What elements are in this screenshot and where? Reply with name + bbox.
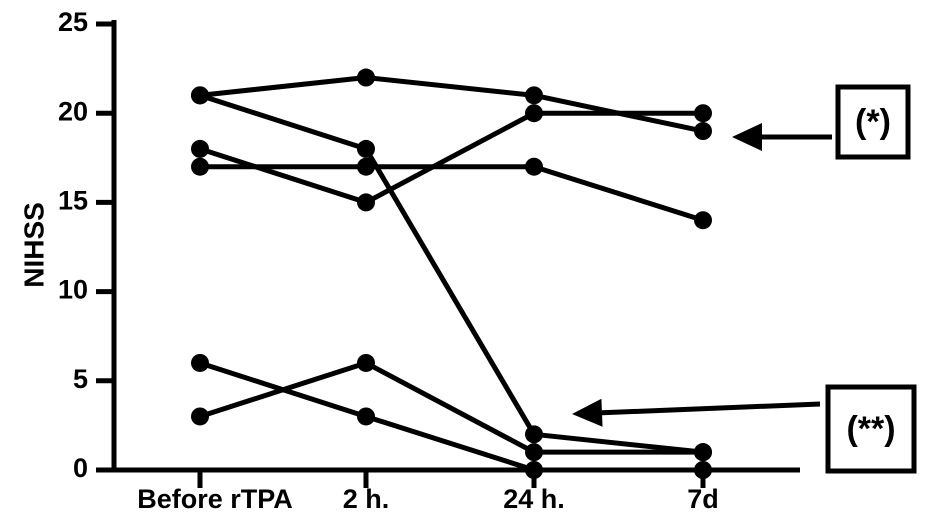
series-line	[199, 92, 704, 455]
series-line	[199, 75, 704, 134]
y-ticks: 0 5 10 15 20 25	[58, 7, 114, 483]
x-tick-label: 7d	[687, 484, 719, 514]
data-point	[191, 86, 209, 105]
data-point	[525, 104, 543, 123]
data-point	[191, 353, 209, 372]
data-point	[694, 461, 712, 479]
y-tick-label: 0	[73, 453, 88, 483]
data-point	[191, 157, 209, 176]
data-point	[357, 157, 375, 176]
y-tick-label: 10	[58, 275, 88, 305]
data-point	[525, 86, 543, 105]
annotation-label: (*)	[855, 103, 891, 141]
data-point	[525, 425, 543, 444]
series-line	[199, 360, 703, 455]
series-points	[191, 68, 712, 479]
series-line	[200, 164, 704, 223]
annotation-arrowhead	[732, 123, 762, 151]
x-tick-label: Before rTPA	[137, 484, 293, 514]
annotation-box	[835, 84, 911, 160]
annotation-label: (**)	[846, 410, 895, 448]
data-point	[357, 193, 375, 212]
y-tick-label: 5	[73, 364, 88, 394]
data-point	[525, 443, 543, 462]
x-tick-label: 24 h.	[503, 484, 565, 514]
annotations: (*) (**)	[572, 84, 917, 474]
data-point	[694, 104, 712, 123]
series-line	[199, 110, 703, 205]
data-point	[191, 407, 209, 426]
data-point	[525, 157, 543, 176]
data-point	[525, 461, 543, 479]
annotation-box	[825, 384, 917, 474]
y-tick-label: 25	[58, 7, 88, 37]
data-point	[191, 139, 209, 158]
data-point	[694, 122, 712, 141]
y-axis-title: NIHSS	[18, 202, 49, 288]
y-tick-label: 15	[58, 186, 88, 216]
x-ticks: Before rTPA 2 h. 24 h. 7d	[137, 470, 719, 514]
data-point	[694, 443, 712, 462]
annotation-arrowhead	[572, 398, 603, 427]
y-tick-label: 20	[58, 96, 88, 126]
series-lines	[199, 75, 704, 473]
data-point	[357, 68, 375, 87]
data-point	[357, 139, 375, 158]
data-point	[694, 211, 712, 230]
annotation-arrow-shaft	[601, 401, 821, 416]
x-tick-label: 2 h.	[343, 484, 390, 514]
data-point	[357, 353, 375, 372]
data-point	[357, 407, 375, 426]
